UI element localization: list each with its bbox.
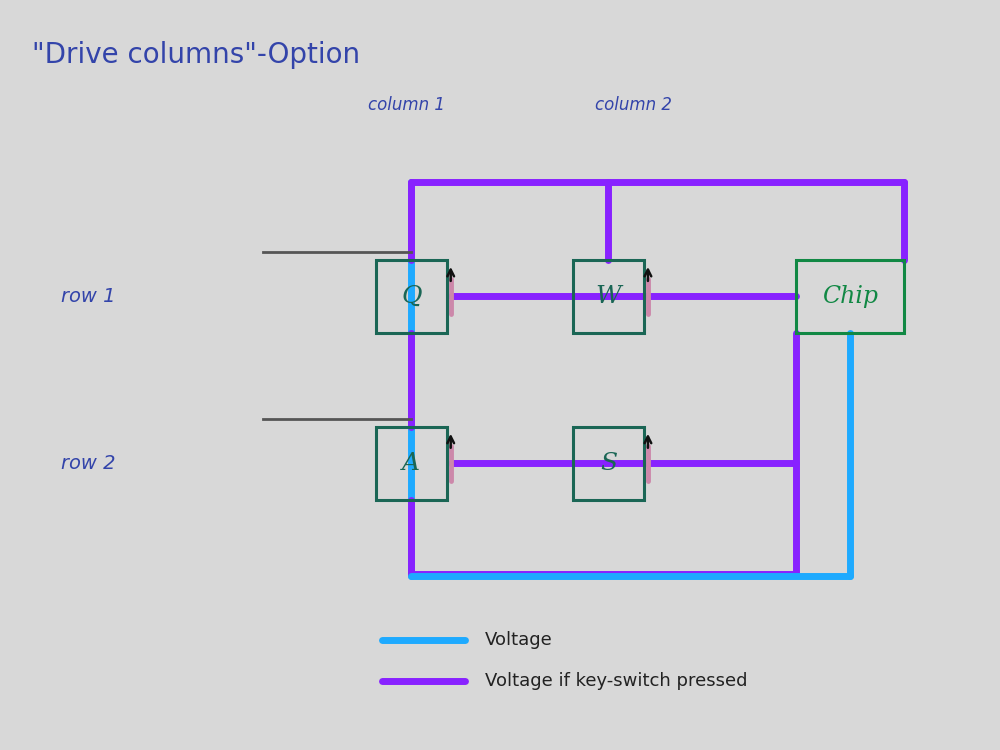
Text: row 1: row 1 bbox=[61, 287, 116, 306]
Text: Voltage if key-switch pressed: Voltage if key-switch pressed bbox=[485, 672, 748, 690]
Text: row 2: row 2 bbox=[61, 454, 116, 472]
Text: W: W bbox=[596, 285, 621, 308]
Text: Q: Q bbox=[401, 285, 422, 308]
Text: column 1: column 1 bbox=[368, 96, 445, 114]
Text: column 2: column 2 bbox=[595, 96, 672, 114]
Text: A: A bbox=[402, 452, 420, 475]
Text: Chip: Chip bbox=[822, 285, 878, 308]
Text: "Drive columns"-Option: "Drive columns"-Option bbox=[32, 41, 360, 69]
Text: S: S bbox=[600, 452, 617, 475]
Text: Voltage: Voltage bbox=[485, 631, 553, 649]
